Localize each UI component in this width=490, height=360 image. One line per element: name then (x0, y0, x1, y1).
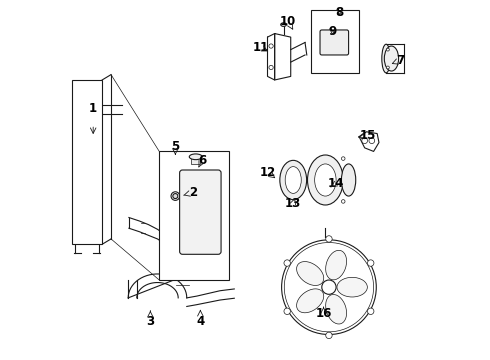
Text: 12: 12 (260, 166, 276, 179)
Ellipse shape (384, 46, 398, 71)
Text: 11: 11 (253, 41, 269, 54)
Ellipse shape (342, 164, 356, 196)
Ellipse shape (369, 138, 375, 144)
FancyBboxPatch shape (320, 30, 348, 55)
Ellipse shape (282, 240, 376, 334)
Ellipse shape (326, 332, 332, 339)
Bar (192, 157, 200, 164)
Ellipse shape (189, 154, 202, 159)
Ellipse shape (342, 157, 345, 160)
Ellipse shape (325, 36, 333, 49)
FancyBboxPatch shape (180, 170, 221, 254)
Ellipse shape (284, 243, 373, 332)
Ellipse shape (342, 200, 345, 203)
Ellipse shape (284, 260, 291, 266)
Text: 9: 9 (328, 25, 337, 38)
Ellipse shape (173, 194, 178, 199)
Text: 1: 1 (89, 102, 97, 115)
Bar (159, 152, 229, 280)
Ellipse shape (285, 167, 301, 193)
Ellipse shape (342, 178, 345, 182)
Ellipse shape (326, 236, 332, 242)
Ellipse shape (284, 308, 291, 315)
Ellipse shape (269, 44, 273, 48)
Ellipse shape (387, 66, 390, 69)
Ellipse shape (368, 260, 374, 266)
Ellipse shape (337, 277, 368, 297)
Ellipse shape (281, 23, 287, 26)
Ellipse shape (296, 262, 324, 285)
Ellipse shape (382, 44, 391, 73)
Text: 13: 13 (285, 197, 301, 210)
Text: 6: 6 (198, 154, 206, 167)
Text: 4: 4 (196, 315, 204, 328)
Ellipse shape (326, 294, 346, 324)
Text: 14: 14 (328, 177, 344, 190)
Text: 5: 5 (171, 140, 179, 153)
Ellipse shape (308, 155, 343, 205)
Bar (72, 80, 102, 244)
Ellipse shape (280, 160, 307, 200)
Text: 8: 8 (336, 6, 344, 19)
Text: 7: 7 (396, 54, 404, 67)
Ellipse shape (315, 164, 336, 196)
Ellipse shape (326, 250, 346, 280)
Text: 15: 15 (360, 129, 376, 142)
Ellipse shape (362, 138, 368, 144)
Text: 16: 16 (316, 307, 332, 320)
Text: 3: 3 (147, 315, 154, 328)
Ellipse shape (269, 65, 273, 69)
Ellipse shape (322, 280, 336, 294)
Ellipse shape (296, 289, 324, 313)
Ellipse shape (171, 192, 180, 201)
Ellipse shape (321, 32, 337, 53)
Bar (311, 10, 359, 73)
Text: 10: 10 (280, 14, 296, 27)
Ellipse shape (387, 48, 390, 51)
Ellipse shape (368, 308, 374, 315)
Text: 2: 2 (189, 186, 197, 199)
